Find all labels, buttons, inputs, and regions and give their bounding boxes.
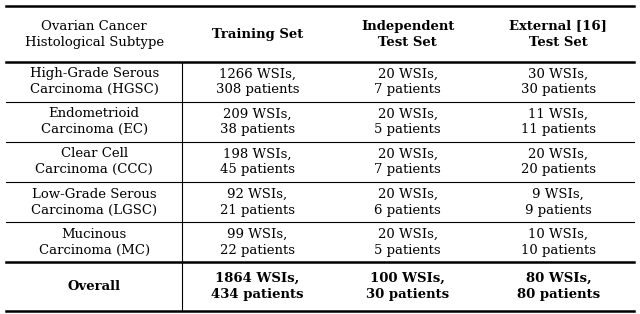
Text: 30 WSIs,
30 patients: 30 WSIs, 30 patients [521,67,596,96]
Text: 1266 WSIs,
308 patients: 1266 WSIs, 308 patients [216,67,299,96]
Text: 20 WSIs,
7 patients: 20 WSIs, 7 patients [374,67,441,96]
Text: 20 WSIs,
5 patients: 20 WSIs, 5 patients [374,228,441,257]
Text: Low-Grade Serous
Carcinoma (LGSC): Low-Grade Serous Carcinoma (LGSC) [31,187,157,217]
Text: Mucinous
Carcinoma (MC): Mucinous Carcinoma (MC) [38,228,150,257]
Text: 20 WSIs,
20 patients: 20 WSIs, 20 patients [521,148,596,176]
Text: Clear Cell
Carcinoma (CCC): Clear Cell Carcinoma (CCC) [35,148,153,176]
Text: High-Grade Serous
Carcinoma (HGSC): High-Grade Serous Carcinoma (HGSC) [29,67,159,96]
Text: Independent
Test Set: Independent Test Set [361,19,454,48]
Text: 20 WSIs,
5 patients: 20 WSIs, 5 patients [374,107,441,136]
Text: 10 WSIs,
10 patients: 10 WSIs, 10 patients [521,228,596,257]
Text: Training Set: Training Set [212,28,303,41]
Text: 20 WSIs,
7 patients: 20 WSIs, 7 patients [374,148,441,176]
Text: Endometrioid
Carcinoma (EC): Endometrioid Carcinoma (EC) [41,107,148,136]
Text: External [16]
Test Set: External [16] Test Set [509,19,607,48]
Text: 11 WSIs,
11 patients: 11 WSIs, 11 patients [521,107,596,136]
Text: 198 WSIs,
45 patients: 198 WSIs, 45 patients [220,148,295,176]
Text: Ovarian Cancer
Histological Subtype: Ovarian Cancer Histological Subtype [25,19,164,48]
Text: 99 WSIs,
22 patients: 99 WSIs, 22 patients [220,228,295,257]
Text: 9 WSIs,
9 patients: 9 WSIs, 9 patients [525,187,592,217]
Text: 100 WSIs,
30 patients: 100 WSIs, 30 patients [366,272,449,301]
Text: Overall: Overall [68,280,121,293]
Text: 1864 WSIs,
434 patients: 1864 WSIs, 434 patients [211,272,303,301]
Text: 92 WSIs,
21 patients: 92 WSIs, 21 patients [220,187,295,217]
Text: 209 WSIs,
38 patients: 209 WSIs, 38 patients [220,107,295,136]
Text: 20 WSIs,
6 patients: 20 WSIs, 6 patients [374,187,441,217]
Text: 80 WSIs,
80 patients: 80 WSIs, 80 patients [516,272,600,301]
